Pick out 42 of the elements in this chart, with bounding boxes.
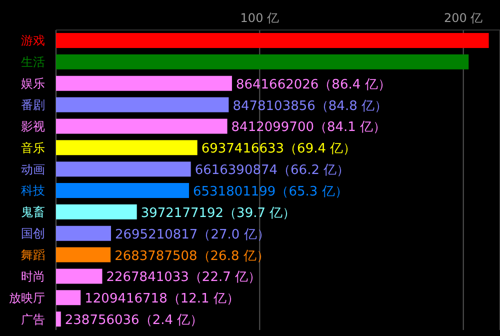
y-tick-label: 动画	[21, 162, 45, 176]
bar	[56, 183, 189, 198]
data-label: 6616390874（66.2 亿）	[194, 163, 350, 178]
data-label: 1209416718（12.1 亿）	[84, 292, 240, 307]
data-label: 2695210817（27.0 亿）	[114, 227, 270, 242]
y-tick-label: 音乐	[21, 140, 45, 155]
data-label: 8412099700（84.1 亿）	[231, 120, 386, 136]
bar	[56, 226, 111, 241]
y-tick-label: 鬼畜	[21, 205, 45, 220]
bar	[56, 76, 232, 91]
y-tick-label: 放映厅	[9, 290, 45, 305]
bar	[56, 118, 228, 134]
y-tick-label: 时尚	[21, 269, 45, 284]
y-tick-label: 科技	[21, 184, 45, 198]
data-label: 8478103856（84.8 亿）	[232, 98, 388, 114]
bar	[56, 140, 198, 156]
y-tick-label: 游戏	[21, 34, 45, 48]
x-tick-label: 200 亿	[444, 11, 483, 25]
y-tick-label: 娱乐	[21, 76, 45, 91]
y-tick-label: 舞蹈	[21, 248, 45, 262]
y-tick-label: 番剧	[21, 98, 45, 112]
data-label: 6937416633（69.4 亿）	[201, 142, 356, 157]
y-tick-label: 国创	[21, 226, 45, 241]
data-label: 2267841033（22.7 亿）	[106, 270, 262, 286]
bar	[56, 247, 111, 262]
data-label: 6531801199（65.3 亿）	[192, 184, 348, 200]
bar	[56, 290, 81, 306]
y-tick-label: 影视	[21, 119, 45, 134]
bar	[56, 162, 191, 177]
bar	[56, 33, 489, 48]
data-label: 2683787508（26.8 亿）	[114, 248, 270, 264]
data-label: 8641662026（86.4 亿）	[236, 77, 391, 92]
bar	[56, 312, 61, 327]
x-tick-label: 100 亿	[240, 11, 280, 25]
bar	[56, 204, 137, 220]
data-label: 238756036（2.4 亿）	[64, 313, 204, 328]
y-tick-label: 广告	[21, 312, 45, 326]
bar	[56, 268, 102, 284]
y-tick-label: 生活	[21, 55, 45, 70]
bar	[56, 54, 469, 70]
data-label: 3972177192（39.7 亿）	[140, 206, 296, 221]
bar	[56, 97, 229, 112]
